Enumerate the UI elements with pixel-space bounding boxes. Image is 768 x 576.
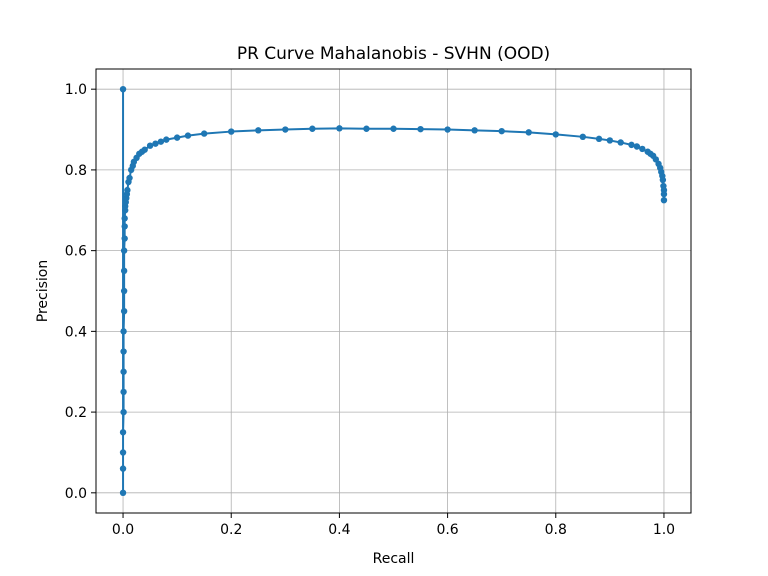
data-point bbox=[120, 247, 128, 254]
data-point bbox=[119, 489, 127, 497]
ticks: 0.0 0.2 0.4 0.6 0.8 1.0 0.0 0.2 0.4 0.6 0.8 1.0 bbox=[65, 82, 675, 538]
data-point bbox=[628, 141, 635, 149]
data-point bbox=[525, 129, 532, 136]
x-tick-label: 0.8 bbox=[545, 522, 567, 538]
data-point bbox=[124, 186, 131, 194]
data-point bbox=[282, 126, 289, 133]
data-point bbox=[606, 137, 614, 144]
data-point bbox=[228, 128, 235, 135]
x-tick-label: 0.0 bbox=[112, 522, 134, 538]
data-point bbox=[617, 139, 624, 146]
data-point bbox=[120, 267, 128, 275]
data-point bbox=[163, 136, 170, 143]
data-point bbox=[119, 465, 127, 472]
data-point bbox=[390, 125, 397, 132]
data-point bbox=[633, 143, 641, 150]
x-tick-label: 0.2 bbox=[220, 522, 242, 538]
data-point bbox=[120, 348, 127, 355]
data-point bbox=[498, 127, 505, 135]
data-point bbox=[417, 125, 424, 133]
x-tick-label: 0.4 bbox=[328, 522, 350, 538]
y-tick-label: 1.0 bbox=[65, 82, 87, 98]
data-point bbox=[173, 134, 181, 141]
data-point bbox=[579, 133, 587, 141]
data-point bbox=[120, 388, 127, 396]
y-tick-label: 0.6 bbox=[65, 244, 87, 260]
x-tick-label: 0.6 bbox=[436, 522, 458, 538]
data-point bbox=[141, 146, 148, 153]
data-point bbox=[119, 429, 127, 436]
data-point bbox=[255, 127, 262, 134]
data-point bbox=[639, 145, 646, 153]
data-point bbox=[660, 196, 668, 204]
x-tick-label: 1.0 bbox=[653, 522, 675, 538]
series-layer bbox=[119, 85, 668, 497]
data-point bbox=[157, 138, 165, 145]
data-point bbox=[119, 85, 127, 93]
data-point bbox=[120, 287, 128, 295]
y-tick-label: 0.2 bbox=[65, 405, 87, 421]
y-tick-label: 0.4 bbox=[65, 324, 87, 340]
y-tick-label: 0.0 bbox=[65, 486, 87, 502]
data-point bbox=[121, 235, 128, 242]
data-point bbox=[660, 190, 668, 198]
y-tick-label: 0.8 bbox=[65, 163, 87, 179]
data-point bbox=[309, 125, 316, 132]
x-axis-label: Recall bbox=[373, 551, 415, 567]
data-point bbox=[119, 449, 127, 456]
data-point bbox=[146, 142, 154, 149]
data-point bbox=[336, 125, 343, 132]
data-point bbox=[363, 125, 370, 132]
data-point bbox=[120, 368, 127, 375]
data-point bbox=[552, 131, 559, 138]
data-point bbox=[184, 132, 192, 139]
data-point bbox=[200, 130, 208, 137]
data-point bbox=[121, 223, 128, 230]
grid bbox=[96, 69, 691, 513]
data-point bbox=[471, 127, 478, 134]
data-point bbox=[444, 126, 451, 133]
y-axis-label: Precision bbox=[35, 260, 51, 322]
plot-frame bbox=[95, 68, 692, 514]
data-point bbox=[126, 174, 133, 182]
data-point bbox=[120, 307, 128, 315]
data-point bbox=[120, 328, 127, 335]
data-point bbox=[121, 215, 128, 222]
data-point bbox=[152, 140, 159, 147]
data-point bbox=[595, 135, 603, 143]
data-point bbox=[659, 176, 667, 184]
chart-title: PR Curve Mahalanobis - SVHN (OOD) bbox=[237, 44, 550, 64]
data-point bbox=[120, 408, 127, 416]
